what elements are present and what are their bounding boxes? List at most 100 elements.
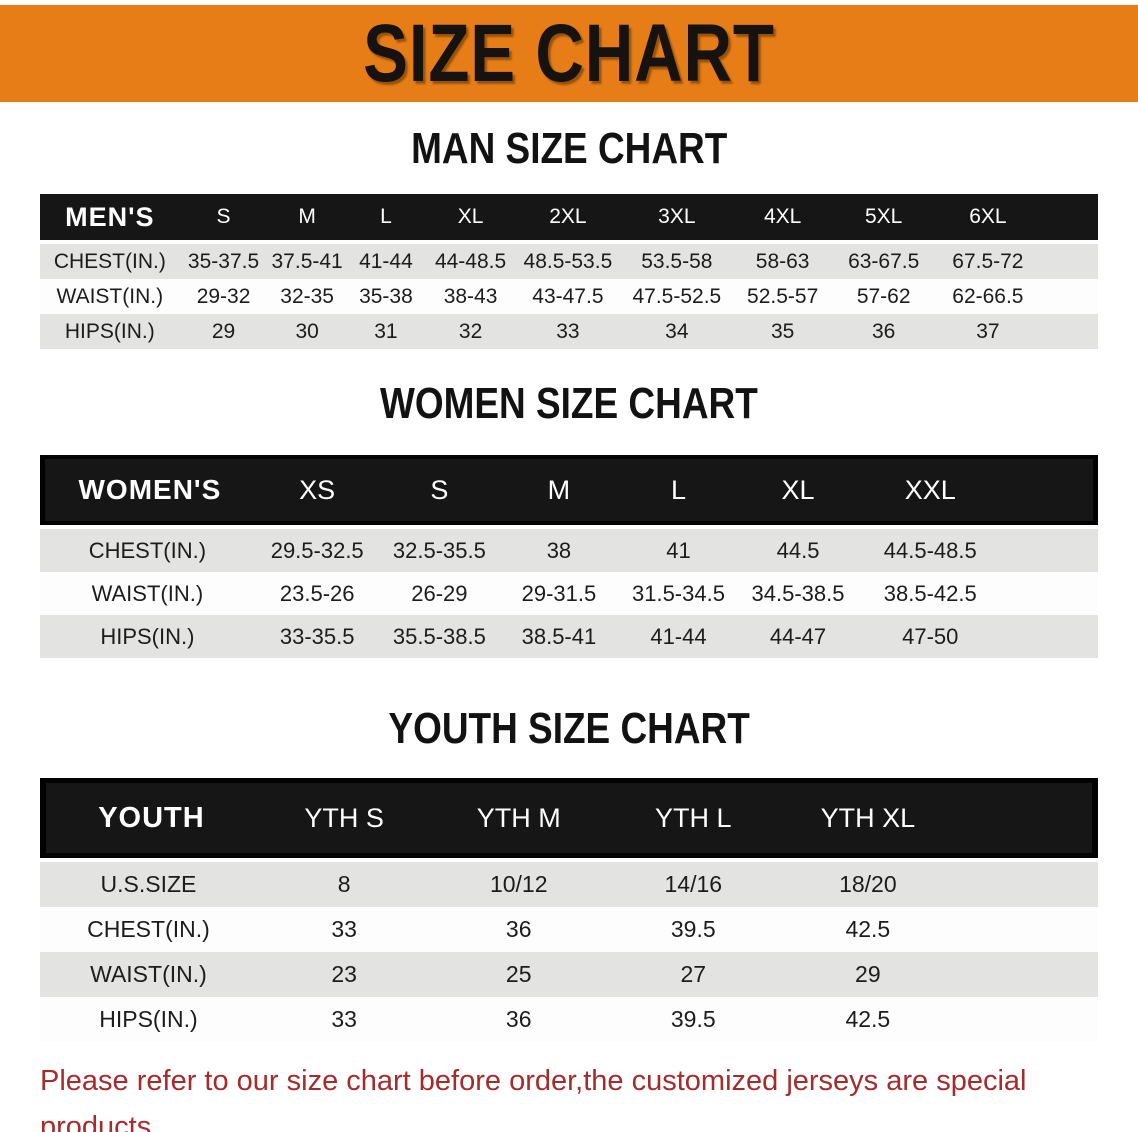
size-header: XS: [254, 455, 380, 525]
women-size-chart-heading: WOMEN SIZE CHART: [0, 382, 1138, 426]
table-cell: 38.5-41: [499, 615, 619, 658]
table-cell: 48.5-53.5: [516, 244, 620, 279]
size-header: YTH L: [606, 778, 781, 858]
table-cell: 32.5-35.5: [379, 529, 500, 572]
header-gap-cell: [40, 525, 1098, 529]
table-cell: 33: [516, 314, 620, 349]
spacer-cell: [1002, 615, 1098, 658]
size-header: 3XL: [619, 194, 734, 240]
table-cell: 58-63: [733, 244, 832, 279]
header-gap-row: [40, 240, 1098, 244]
youth-size-chart-heading: YOUTH SIZE CHART: [0, 707, 1138, 751]
table-cell: 44-47: [738, 615, 858, 658]
spacer-cell: [1039, 244, 1098, 279]
row-label: U.S.SIZE: [40, 862, 257, 907]
size-header: L: [618, 455, 739, 525]
spacer-cell: [955, 997, 1098, 1042]
size-header: YTH XL: [780, 778, 956, 858]
table-cell: 29-32: [179, 279, 268, 314]
size-header: YTH S: [256, 778, 432, 858]
table-cell: 29: [179, 314, 268, 349]
table-cell: 38: [499, 529, 619, 572]
size-header: YTH M: [431, 778, 606, 858]
spacer-cell: [955, 907, 1098, 952]
table-cell: 33-35.5: [254, 615, 380, 658]
table-row: HIPS(IN.) 33-35.5 35.5-38.5 38.5-41 41-44 44-…: [40, 615, 1098, 658]
table-cell: 32: [425, 314, 517, 349]
disclaimer-note: Please refer to our size chart before or…: [40, 1058, 1138, 1132]
youth-size-table: YOUTH YTH S YTH M YTH L YTH XL U.S.SIZE 8 10/12…: [40, 778, 1098, 1042]
table-row: U.S.SIZE 8 10/12 14/16 18/20: [40, 862, 1098, 907]
size-header: 6XL: [936, 194, 1040, 240]
table-cell: 33: [256, 997, 432, 1042]
size-header: S: [379, 455, 500, 525]
table-cell: 26-29: [379, 572, 500, 615]
row-label: CHEST(IN.): [40, 907, 257, 952]
size-header: L: [346, 194, 426, 240]
table-cell: 38-43: [425, 279, 517, 314]
table-cell: 27: [606, 952, 781, 997]
women-size-table: WOMEN'S XS S M L XL XXL CHEST(IN.) 29.5-32.5 32.5…: [40, 455, 1098, 658]
table-row: WAIST(IN.) 29-32 32-35 35-38 38-43 43-47.5 47.…: [40, 279, 1098, 314]
header-gap-cell: [40, 858, 1098, 862]
spacer-cell: [1039, 194, 1098, 240]
men-size-table: MEN'S S M L XL 2XL 3XL 4XL 5XL 6XL CHEST(IN.) 35-37…: [40, 194, 1098, 349]
row-label: HIPS(IN.): [40, 615, 255, 658]
banner-title: SIZE CHART: [363, 8, 775, 99]
table-cell: 36: [831, 314, 937, 349]
disclaimer-line-1: Please refer to our size chart before or…: [40, 1065, 1027, 1132]
table-cell: 57-62: [831, 279, 937, 314]
table-cell: 33: [256, 907, 432, 952]
table-cell: 38.5-42.5: [857, 572, 1003, 615]
man-size-chart-heading-text: MAN SIZE CHART: [410, 124, 728, 173]
table-row: HIPS(IN.) 29 30 31 32 33 34 35 36 37: [40, 314, 1098, 349]
table-cell: 44.5-48.5: [857, 529, 1003, 572]
youth-size-chart-heading-text: YOUTH SIZE CHART: [388, 704, 750, 753]
table-cell: 43-47.5: [516, 279, 620, 314]
header-gap-cell: [40, 240, 1098, 244]
table-row: HIPS(IN.) 33 36 39.5 42.5: [40, 997, 1098, 1042]
table-cell: 23: [256, 952, 432, 997]
table-cell: 41-44: [346, 244, 426, 279]
table-title: MEN'S: [40, 194, 180, 240]
size-header: XL: [738, 455, 858, 525]
row-label: WAIST(IN.): [40, 572, 255, 615]
spacer-cell: [955, 862, 1098, 907]
row-label: WAIST(IN.): [40, 279, 180, 314]
table-cell: 8: [256, 862, 432, 907]
row-label: WAIST(IN.): [40, 952, 257, 997]
size-header: S: [179, 194, 268, 240]
table-cell: 62-66.5: [936, 279, 1040, 314]
women-size-chart-heading-text: WOMEN SIZE CHART: [380, 379, 758, 428]
table-title: YOUTH: [40, 778, 257, 858]
spacer-cell: [1002, 455, 1098, 525]
table-cell: 10/12: [431, 862, 606, 907]
table-cell: 47.5-52.5: [619, 279, 734, 314]
table-cell: 29-31.5: [499, 572, 619, 615]
size-chart-banner: SIZE CHART: [0, 5, 1138, 102]
table-cell: 47-50: [857, 615, 1003, 658]
size-header: 5XL: [831, 194, 937, 240]
table-cell: 35-37.5: [179, 244, 268, 279]
table-cell: 34.5-38.5: [738, 572, 858, 615]
table-header-row: WOMEN'S XS S M L XL XXL: [40, 455, 1098, 525]
table-row: CHEST(IN.) 33 36 39.5 42.5: [40, 907, 1098, 952]
table-header-row: YOUTH YTH S YTH M YTH L YTH XL: [40, 778, 1098, 858]
size-header: 2XL: [516, 194, 620, 240]
table-cell: 31: [346, 314, 426, 349]
table-cell: 36: [431, 997, 606, 1042]
table-cell: 37.5-41: [267, 244, 347, 279]
row-label: CHEST(IN.): [40, 244, 180, 279]
table-cell: 34: [619, 314, 734, 349]
table-cell: 31.5-34.5: [618, 572, 739, 615]
table-cell: 39.5: [606, 907, 781, 952]
table-row: CHEST(IN.) 35-37.5 37.5-41 41-44 44-48.5 48.5…: [40, 244, 1098, 279]
table-cell: 41: [618, 529, 739, 572]
table-cell: 44.5: [738, 529, 858, 572]
table-cell: 35-38: [346, 279, 426, 314]
table-cell: 37: [936, 314, 1040, 349]
table-row: WAIST(IN.) 23 25 27 29: [40, 952, 1098, 997]
spacer-cell: [1039, 279, 1098, 314]
table-cell: 29.5-32.5: [254, 529, 380, 572]
row-label: CHEST(IN.): [40, 529, 255, 572]
